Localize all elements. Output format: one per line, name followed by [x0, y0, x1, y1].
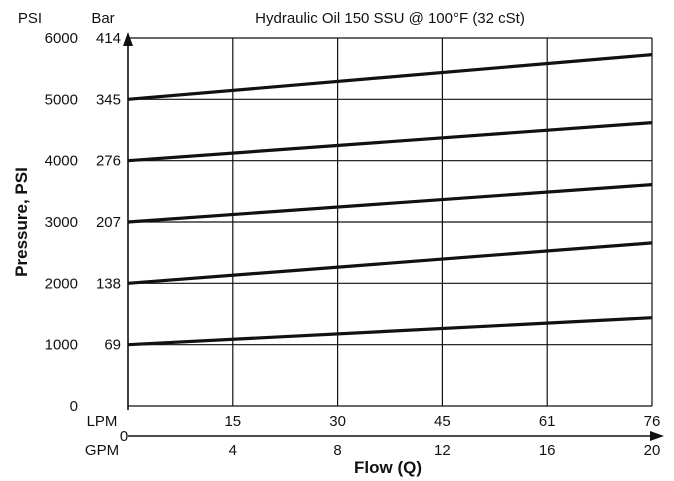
y-axis-arrow — [123, 32, 133, 46]
axes — [123, 32, 664, 441]
x-axis-arrow — [650, 431, 664, 441]
series-line-3 — [127, 183, 653, 224]
y-tick-psi-label: 0 — [70, 398, 78, 415]
grid — [128, 37, 653, 406]
tick-labels: 6000 5000 4000 3000 2000 1000 0 414 345 276 207 138… — [45, 30, 661, 459]
y-tick-bar-label: 207 — [96, 214, 121, 231]
y-tick-bar-label: 345 — [96, 91, 121, 108]
x-unit-gpm-label: GPM — [85, 442, 119, 459]
x-tick-lpm-label: 15 — [224, 413, 241, 430]
series-line-4 — [127, 241, 653, 285]
y-tick-psi-label: 3000 — [45, 214, 78, 231]
y-tick-psi-label: 5000 — [45, 91, 78, 108]
series-line-5 — [127, 316, 653, 347]
x-tick-gpm-label: 16 — [539, 442, 556, 459]
x-tick-gpm-label: 20 — [644, 442, 661, 459]
y-tick-bar-label: 138 — [96, 275, 121, 292]
x-tick-gpm-label: 8 — [333, 442, 341, 459]
y-axis-title: Pressure, PSI — [12, 167, 31, 277]
series-lines — [127, 53, 653, 347]
y-tick-bar-label: 69 — [104, 337, 121, 354]
series-line-1 — [127, 53, 653, 101]
y-unit-bar-label: Bar — [91, 10, 114, 27]
x-tick-lpm-label: 76 — [644, 413, 661, 430]
x-tick-lpm-label: 45 — [434, 413, 451, 430]
chart-title: Hydraulic Oil 150 SSU @ 100°F (32 cSt) — [255, 10, 525, 27]
x-tick-lpm-label: 30 — [329, 413, 346, 430]
y-tick-psi-label: 1000 — [45, 337, 78, 354]
y-tick-psi-label: 2000 — [45, 275, 78, 292]
x-tick-lpm-label: 61 — [539, 413, 556, 430]
y-tick-bar-label: 414 — [96, 30, 121, 47]
x-tick-gpm-label: 4 — [229, 442, 237, 459]
x-tick-gpm-label: 12 — [434, 442, 451, 459]
x-origin-label: 0 — [120, 428, 128, 445]
x-axis-title: Flow (Q) — [354, 458, 422, 477]
y-tick-psi-label: 4000 — [45, 153, 78, 170]
series-line-2 — [127, 121, 653, 163]
y-unit-psi-label: PSI — [18, 10, 42, 27]
x-unit-lpm-label: LPM — [87, 413, 118, 430]
y-tick-bar-label: 276 — [96, 153, 121, 170]
y-tick-psi-label: 6000 — [45, 30, 78, 47]
